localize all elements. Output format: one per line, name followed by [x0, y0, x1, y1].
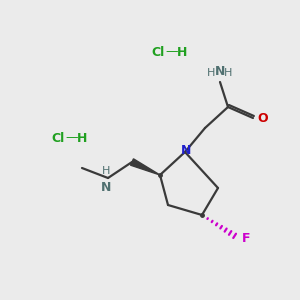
Text: H: H — [102, 166, 110, 176]
Text: H: H — [207, 68, 215, 78]
Polygon shape — [130, 159, 160, 175]
Text: N: N — [215, 65, 225, 78]
Text: H: H — [77, 131, 87, 145]
Text: N: N — [181, 143, 191, 157]
Text: H: H — [177, 46, 187, 59]
Text: Cl: Cl — [51, 131, 64, 145]
Text: O: O — [257, 112, 268, 125]
Text: F: F — [242, 232, 250, 245]
Text: —: — — [66, 131, 78, 145]
Text: Cl: Cl — [152, 46, 165, 59]
Text: N: N — [101, 181, 111, 194]
Text: H: H — [224, 68, 232, 78]
Text: —: — — [166, 46, 178, 59]
